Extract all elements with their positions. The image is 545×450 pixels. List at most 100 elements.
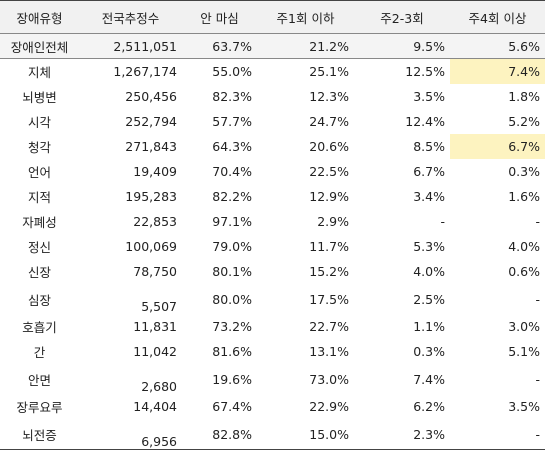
cell-four-plus: - [535,291,540,307]
cell-no-drinking: 82.8% [182,419,257,450]
cell-estimate: 2,511,051 [79,33,182,59]
cell-no-drinking: 63.7% [182,33,257,59]
cell-once-or-less: 11.7% [309,239,349,254]
row-type: 지적 [27,190,51,205]
cell-four-plus-highlighted: 6.7% [450,134,545,159]
cell-two-three: 12.4% [405,114,445,129]
cell-estimate: 14,404 [133,399,177,414]
cell-four-plus: 0.3% [508,164,540,179]
row-type: 자폐성 [22,215,57,230]
cell-once-or-less: 22.7% [309,319,349,334]
header-once-or-less-weekly: 주1회 이하 [257,0,354,34]
cell-two-three: 5.3% [413,239,445,254]
cell-estimate: 11,042 [133,344,177,359]
table-row: 정신 100,069 79.0% 11.7% 5.3% 4.0% [0,234,545,259]
cell-once-or-less: 22.9% [309,399,349,414]
row-type: 뇌병변 [22,90,57,105]
cell-no-drinking: 70.4% [212,164,252,179]
cell-no-drinking: 19.6% [212,371,252,387]
cell-estimate: 252,794 [125,114,177,129]
cell-estimate: 11,831 [133,319,177,334]
table-row: 간 11,042 81.6% 13.1% 0.3% 5.1% [0,339,545,364]
row-type: 장애인전체 [0,33,79,59]
cell-once-or-less: 21.2% [257,33,354,59]
table-row: 신장 78,750 80.1% 15.2% 4.0% 0.6% [0,259,545,284]
cell-once-or-less: 73.0% [309,371,349,387]
cell-once-or-less: 13.1% [309,344,349,359]
cell-four-plus: - [535,214,540,229]
cell-once-or-less: 25.1% [309,64,349,79]
cell-estimate: 1,267,174 [113,64,177,79]
cell-no-drinking: 80.1% [212,264,252,279]
table-row: 심장 5,507 80.0% 17.5% 2.5% - [0,284,545,315]
row-type: 청각 [27,140,51,155]
row-type: 정신 [27,240,51,255]
header-row: 장애유형 전국추정수 안 마심 주1회 이하 주2-3회 주4회 이상 [0,0,545,34]
cell-two-three: 8.5% [413,139,445,154]
cell-no-drinking: 55.0% [212,64,252,79]
cell-four-plus: 3.5% [508,399,540,414]
cell-no-drinking: 82.2% [212,189,252,204]
cell-four-plus-highlighted: 7.4% [450,58,545,84]
cell-estimate: 195,283 [125,189,177,204]
cell-once-or-less: 12.3% [309,89,349,104]
row-type: 간 [33,345,46,360]
cell-once-or-less: 22.5% [309,164,349,179]
cell-two-three: 6.2% [413,399,445,414]
cell-once-or-less: 20.6% [309,139,349,154]
header-two-three-weekly: 주2-3회 [354,0,450,34]
cell-two-three: 2.5% [413,291,445,307]
cell-four-plus: - [535,371,540,387]
cell-four-plus: 4.0% [508,239,540,254]
table-row: 지적 195,283 82.2% 12.9% 3.4% 1.6% [0,184,545,209]
table-row: 뇌전증 6,956 82.8% 15.0% 2.3% - [0,419,545,450]
cell-two-three: - [440,214,445,229]
cell-no-drinking: 64.3% [212,139,252,154]
cell-four-plus: 5.1% [508,344,540,359]
cell-no-drinking: 57.7% [212,114,252,129]
row-type: 언어 [27,165,51,180]
row-type: 장루요루 [16,400,63,415]
cell-once-or-less: 17.5% [309,291,349,307]
cell-two-three: 3.5% [413,89,445,104]
cell-once-or-less: 15.0% [257,419,354,450]
table-row: 장루요루 14,404 67.4% 22.9% 6.2% 3.5% [0,394,545,419]
table-row: 자폐성 22,853 97.1% 2.9% - - [0,209,545,234]
cell-estimate: 78,750 [133,264,177,279]
total-row: 장애인전체 2,511,051 63.7% 21.2% 9.5% 5.6% [0,33,545,59]
row-type: 호흡기 [22,320,57,335]
cell-two-three: 7.4% [413,371,445,387]
cell-once-or-less: 2.9% [317,214,349,229]
header-four-plus-weekly: 주4회 이상 [450,0,545,34]
cell-no-drinking: 81.6% [212,344,252,359]
cell-estimate: 271,843 [125,139,177,154]
cell-four-plus: 5.6% [450,33,545,59]
header-national-estimate: 전국추정수 [79,0,182,34]
cell-two-three: 4.0% [413,264,445,279]
cell-four-plus: - [450,419,545,450]
row-type: 안면 [27,372,51,388]
cell-two-three: 0.3% [413,344,445,359]
header-disability-type: 장애유형 [0,0,79,34]
cell-once-or-less: 24.7% [309,114,349,129]
table-row: 지체 1,267,174 55.0% 25.1% 12.5% 7.4% [0,58,545,84]
cell-four-plus: 5.2% [508,114,540,129]
cell-two-three: 6.7% [413,164,445,179]
cell-two-three: 12.5% [405,64,445,79]
cell-no-drinking: 80.0% [212,291,252,307]
cell-two-three: 3.4% [413,189,445,204]
cell-estimate: 5,507 [141,299,177,314]
cell-estimate: 250,456 [125,89,177,104]
row-type: 신장 [27,265,51,280]
row-type: 심장 [27,292,51,308]
cell-no-drinking: 79.0% [212,239,252,254]
table-row: 청각 271,843 64.3% 20.6% 8.5% 6.7% [0,134,545,159]
cell-no-drinking: 82.3% [212,89,252,104]
cell-once-or-less: 15.2% [309,264,349,279]
cell-estimate: 2,680 [141,379,177,394]
row-type: 시각 [27,115,51,130]
cell-estimate: 22,853 [133,214,177,229]
cell-four-plus: 1.6% [508,189,540,204]
cell-estimate: 19,409 [133,164,177,179]
cell-two-three: 1.1% [413,319,445,334]
